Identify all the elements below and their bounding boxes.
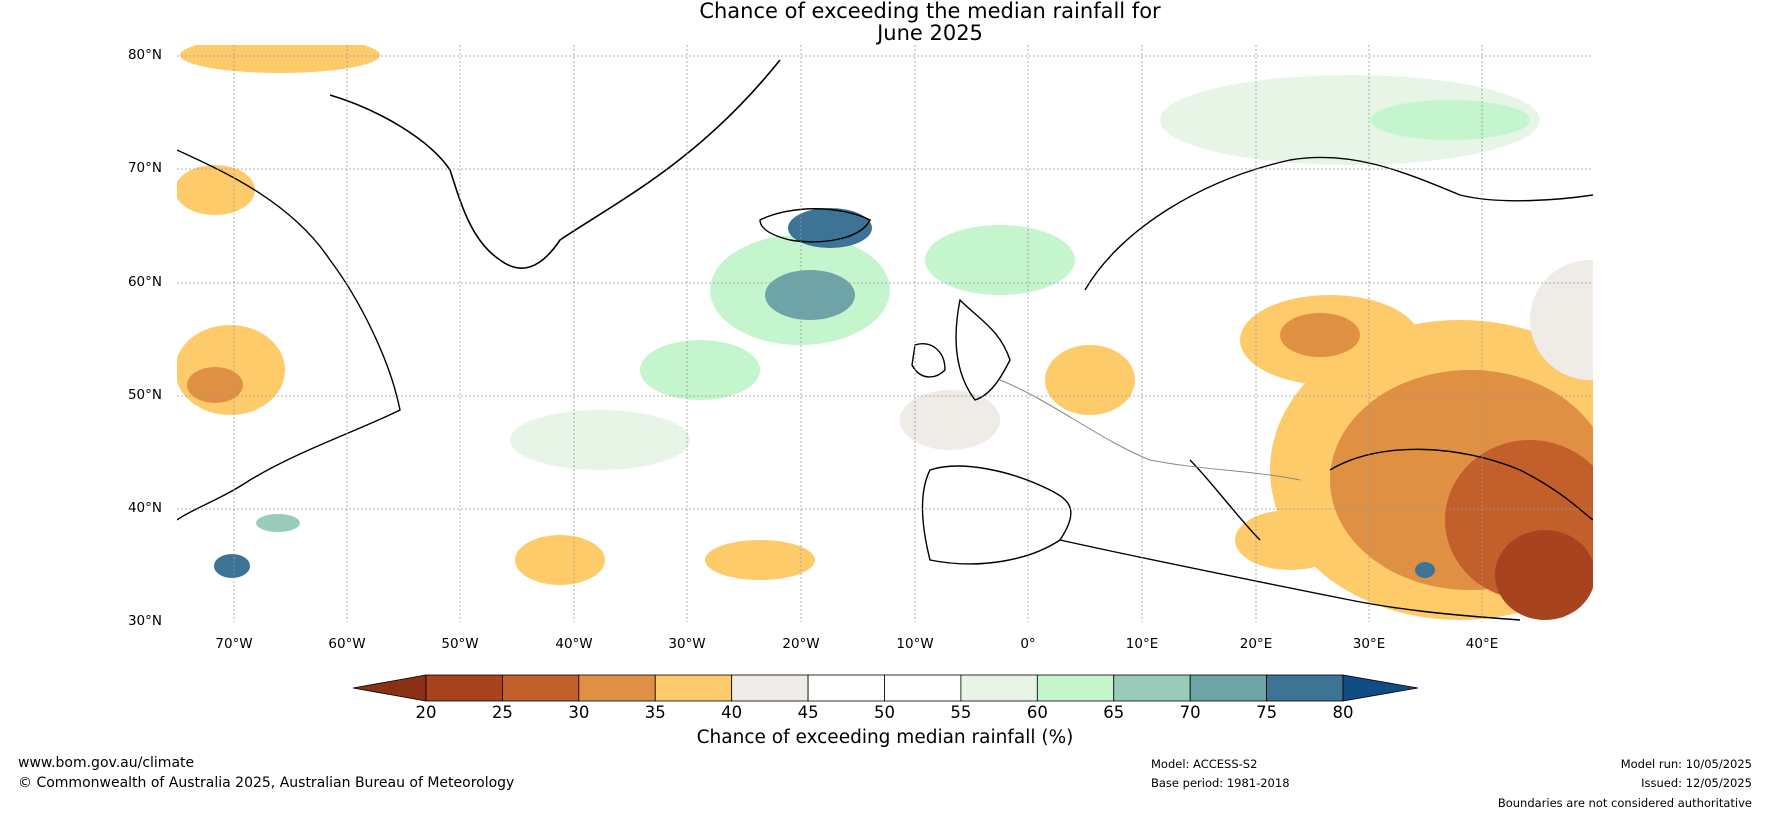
- colorbar-tick-label: 30: [568, 703, 590, 722]
- colorbar-tick-label: 65: [1103, 703, 1125, 722]
- colorbar-swatches: [425, 674, 1344, 702]
- copyright-text: © Commonwealth of Australia 2025, Austra…: [18, 775, 515, 791]
- lat-label-70n: 70°N: [127, 160, 162, 176]
- dry-patch-atlantic-2: [705, 540, 815, 580]
- iberia-coast: [921, 465, 1072, 565]
- colorbar-tick-label: 35: [644, 703, 666, 722]
- wet-spot-sw-2: [256, 514, 300, 532]
- wet-patch-barents: [1160, 75, 1540, 165]
- lat-label-60n: 60°N: [127, 274, 162, 290]
- dry-patch-greece: [1235, 510, 1345, 570]
- lon-label-0: 0°: [1020, 636, 1036, 652]
- wet-patch-north-sea: [925, 225, 1075, 295]
- lon-label-40w: 40°W: [555, 636, 593, 652]
- colorbar-high-arrow: [1342, 674, 1419, 702]
- colorbar-swatch: [884, 674, 962, 702]
- lat-label-30n: 30°N: [127, 613, 162, 629]
- colorbar-label: Chance of exceeding median rainfall (%): [696, 727, 1074, 748]
- colorbar-tick-label: 70: [1179, 703, 1201, 722]
- lon-label-20e: 20°E: [1239, 636, 1273, 652]
- lon-label-20w: 20°W: [782, 636, 820, 652]
- colorbar-tick-label: 75: [1256, 703, 1278, 722]
- neutral-patch-east: [1530, 260, 1593, 380]
- dry-patch-alps: [1045, 345, 1135, 415]
- colorbar-tick-label: 80: [1332, 703, 1354, 722]
- chart-subtitle-month: June 2025: [877, 21, 983, 45]
- colorbar-swatch: [731, 674, 809, 702]
- scandinavia-coast: [1084, 156, 1593, 291]
- lon-label-10w: 10°W: [896, 636, 934, 652]
- dry-patch-baffin: [177, 165, 255, 215]
- colorbar-tick-label: 40: [721, 703, 743, 722]
- greenland-coast: [329, 59, 781, 269]
- dry-patch-central-core: [1280, 313, 1360, 357]
- wet-patch-atlantic-2: [510, 410, 690, 470]
- lon-label-60w: 60°W: [328, 636, 366, 652]
- wet-patch-atlantic-core: [765, 270, 855, 320]
- colorbar-swatch: [425, 674, 503, 702]
- lon-label-30e: 30°E: [1352, 636, 1386, 652]
- ireland-coast: [911, 343, 946, 378]
- model-run-text: Model run: 10/05/2025: [1620, 757, 1752, 771]
- lon-label-70w: 70°W: [215, 636, 253, 652]
- lat-label-50n: 50°N: [127, 387, 162, 403]
- base-period-text: Base period: 1981-2018: [1151, 776, 1290, 790]
- wet-spot-sw: [214, 554, 250, 578]
- colorbar-tick-label: 55: [950, 703, 972, 722]
- issued-text: Issued: 12/05/2025: [1641, 776, 1752, 790]
- disclaimer-text: Boundaries are not considered authoritat…: [1497, 796, 1752, 810]
- gridlines: [177, 45, 1593, 622]
- colorbar-swatch: [1113, 674, 1191, 702]
- rainfall-field: [177, 45, 1593, 622]
- lon-label-40e: 40°E: [1465, 636, 1499, 652]
- wet-patch-mid-atlantic: [640, 340, 760, 400]
- model-text: Model: ACCESS-S2: [1151, 757, 1258, 771]
- colorbar-low-arrow: [352, 674, 427, 702]
- colorbar-tick-label: 25: [491, 703, 513, 722]
- chart-title: Chance of exceeding the median rainfall …: [699, 0, 1161, 23]
- lat-label-80n: 80°N: [127, 47, 162, 63]
- colorbar-tick-label: 60: [1026, 703, 1048, 722]
- colorbar-swatch: [1266, 674, 1344, 702]
- colorbar-swatch: [1189, 674, 1267, 702]
- lon-label-50w: 50°W: [441, 636, 479, 652]
- iceland-coast: [759, 208, 871, 243]
- black-sea-coast: [1329, 448, 1593, 521]
- wet-spot-cyprus: [1415, 562, 1435, 578]
- colorbar-tick-label: 50: [874, 703, 895, 722]
- colorbar-swatch: [807, 674, 885, 702]
- lon-label-30w: 30°W: [668, 636, 706, 652]
- dry-patch-arctic: [180, 45, 380, 73]
- north-america-coast: [177, 149, 401, 521]
- colorbar-tick-label: 20: [415, 703, 437, 722]
- lon-label-10e: 10°E: [1125, 636, 1159, 652]
- lat-label-40n: 40°N: [127, 500, 162, 516]
- north-africa-coast: [1059, 539, 1521, 621]
- dry-patch-east-max: [1495, 530, 1593, 620]
- wet-spot-iceland: [788, 208, 872, 248]
- great-britain-coast: [955, 298, 1011, 401]
- dry-patch-atlantic: [515, 535, 605, 585]
- colorbar-tick-label: 45: [797, 703, 819, 722]
- country-borders: [999, 379, 1301, 481]
- wet-patch-barents-core: [1370, 100, 1530, 140]
- colorbar-swatch: [960, 674, 1038, 702]
- colorbar-swatch: [654, 674, 733, 702]
- colorbar-swatch: [502, 674, 580, 702]
- colorbar-swatch: [578, 674, 656, 702]
- dry-patch-labrador-core: [187, 367, 243, 403]
- website-link[interactable]: www.bom.gov.au/climate: [18, 755, 195, 771]
- colorbar-swatch: [1036, 674, 1115, 702]
- neutral-patch: [900, 390, 1000, 450]
